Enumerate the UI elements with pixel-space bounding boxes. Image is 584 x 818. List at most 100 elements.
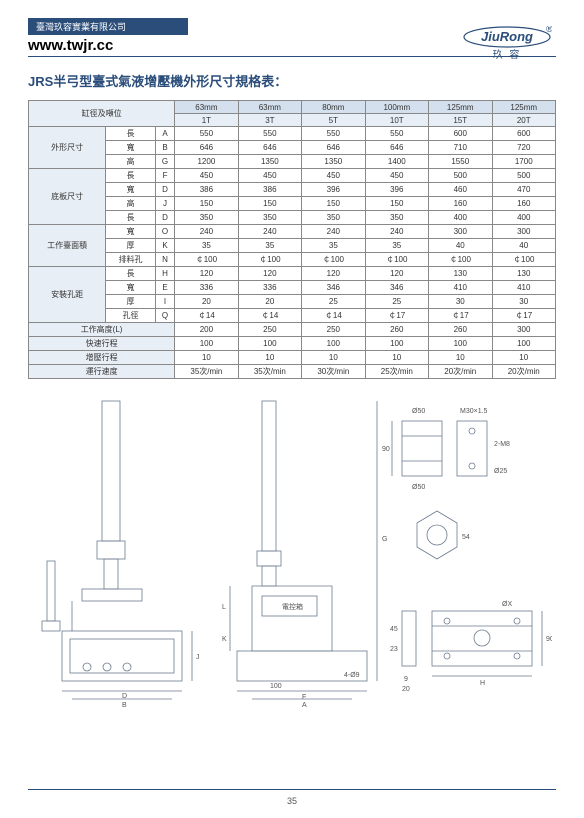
cell: ￠14 (302, 309, 365, 323)
dim-symbol: K (155, 239, 174, 253)
cell: 720 (492, 141, 556, 155)
svg-text:L: L (222, 604, 226, 611)
cell: 470 (492, 183, 556, 197)
svg-text:G: G (382, 536, 387, 543)
cell: 400 (492, 211, 556, 225)
cell: 1200 (175, 155, 238, 169)
svg-text:45: 45 (390, 626, 398, 633)
cell: 35 (238, 239, 301, 253)
svg-text:20: 20 (402, 686, 410, 693)
ton-col: 5T (302, 114, 365, 127)
svg-text:H: H (480, 680, 485, 687)
cell: 1700 (492, 155, 556, 169)
dim-name: 寬 (106, 141, 156, 155)
size-col: 125mm (429, 101, 492, 114)
cell: 100 (175, 337, 238, 351)
dim-name: 寬 (106, 225, 156, 239)
size-col: 63mm (175, 101, 238, 114)
cell: 500 (492, 169, 556, 183)
cell: 1350 (302, 155, 365, 169)
size-col: 125mm (492, 101, 556, 114)
cell: 386 (238, 183, 301, 197)
dim-name: 厚 (106, 239, 156, 253)
cell: 130 (429, 267, 492, 281)
cell: 646 (238, 141, 301, 155)
cell: 250 (302, 323, 365, 337)
page-title: JRS半弓型臺式氣液增壓機外形尺寸規格表： (28, 71, 556, 90)
cell: 20 (238, 295, 301, 309)
group-label: 工作臺面積 (29, 225, 106, 267)
cell: 346 (365, 281, 428, 295)
dim-symbol: J (155, 197, 174, 211)
cell: 550 (365, 127, 428, 141)
svg-text:9: 9 (404, 676, 408, 683)
svg-text:54: 54 (462, 534, 470, 541)
svg-text:J: J (196, 654, 200, 661)
cell: 450 (302, 169, 365, 183)
cell: 240 (365, 225, 428, 239)
single-label: 運行速度 (29, 365, 175, 379)
cell: ￠17 (365, 309, 428, 323)
footer-rule (28, 789, 556, 790)
cell: 350 (365, 211, 428, 225)
group-label: 安裝孔距 (29, 267, 106, 323)
cell: 150 (175, 197, 238, 211)
ton-col: 15T (429, 114, 492, 127)
dim-name: 孔徑 (106, 309, 156, 323)
svg-text:JiuRong: JiuRong (481, 29, 533, 44)
dim-name: 長 (106, 169, 156, 183)
cell: 346 (302, 281, 365, 295)
cell: 35 (175, 239, 238, 253)
dim-name: 寬 (106, 281, 156, 295)
svg-text:D: D (122, 693, 127, 700)
size-col: 80mm (302, 101, 365, 114)
cell: 646 (365, 141, 428, 155)
cell: ￠14 (175, 309, 238, 323)
dim-symbol: H (155, 267, 174, 281)
cell: 1550 (429, 155, 492, 169)
cell: 40 (429, 239, 492, 253)
cell: 160 (429, 197, 492, 211)
cell: 500 (429, 169, 492, 183)
dim-symbol: A (155, 127, 174, 141)
cell: 300 (429, 225, 492, 239)
cell: 10 (492, 351, 556, 365)
cell: 240 (302, 225, 365, 239)
cell: 120 (302, 267, 365, 281)
company-band: 臺灣玖容實業有限公司 (28, 18, 188, 35)
spec-table: 缸徑及噸位 63mm 63mm 80mm 100mm 125mm 125mm 1… (28, 100, 556, 379)
cell: 260 (365, 323, 428, 337)
cell: 100 (365, 337, 428, 351)
cell: 10 (429, 351, 492, 365)
dim-name: 長 (106, 211, 156, 225)
cell: 550 (175, 127, 238, 141)
size-col: 100mm (365, 101, 428, 114)
dim-symbol: I (155, 295, 174, 309)
dim-symbol: E (155, 281, 174, 295)
cell: 1400 (365, 155, 428, 169)
cell: 336 (238, 281, 301, 295)
dim-symbol: D (155, 183, 174, 197)
cell: 300 (492, 225, 556, 239)
cell: 100 (238, 337, 301, 351)
cell: 240 (175, 225, 238, 239)
single-label: 增壓行程 (29, 351, 175, 365)
dim-symbol: N (155, 253, 174, 267)
cell: 450 (175, 169, 238, 183)
svg-text:Ø50: Ø50 (412, 408, 425, 415)
svg-text:M30×1.5: M30×1.5 (460, 408, 488, 415)
cell: 646 (175, 141, 238, 155)
svg-text:90: 90 (546, 636, 552, 643)
cell: 350 (175, 211, 238, 225)
cell: 336 (175, 281, 238, 295)
cell: 35 (365, 239, 428, 253)
dim-name: 長 (106, 267, 156, 281)
brand-logo: JiuRong ® 玖 容 (462, 26, 552, 61)
dim-name: 寬 (106, 183, 156, 197)
cell: 10 (302, 351, 365, 365)
cell: 1350 (238, 155, 301, 169)
brand-cn: 玖 容 (462, 46, 552, 61)
svg-text:4-Ø9: 4-Ø9 (344, 672, 360, 679)
cell: 550 (302, 127, 365, 141)
single-label: 快速行程 (29, 337, 175, 351)
